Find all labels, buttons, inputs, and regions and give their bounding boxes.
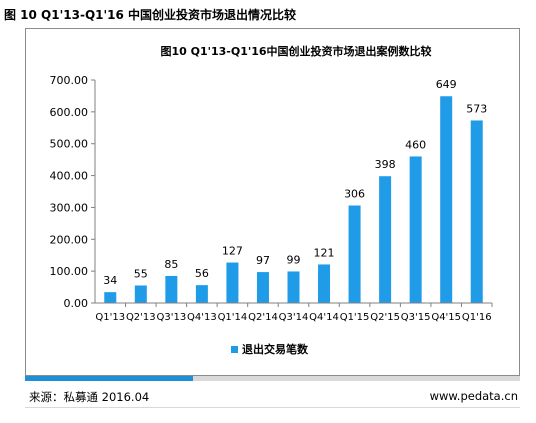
figure-title: 图 10 Q1'13-Q1'16 中国创业投资市场退出情况比较: [4, 8, 297, 22]
x-tick-label: Q1'16: [462, 312, 492, 323]
source-divider: [25, 376, 520, 381]
y-axis: 0.00 100.00 200.00 300.00 400.00 500.00 600.00…: [50, 74, 96, 310]
bar: [226, 262, 239, 303]
y-tick-label: 500.00: [50, 138, 89, 151]
bar: [256, 272, 269, 303]
x-tick-label: Q1'13: [95, 312, 125, 323]
legend: 退出交易笔数: [231, 342, 309, 356]
source-text: 来源：私募通 2016.04: [29, 390, 150, 404]
source-divider-accent: [25, 376, 193, 381]
x-tick-label: Q1'14: [218, 312, 248, 323]
data-label: 97: [256, 254, 270, 267]
bar: [134, 285, 147, 303]
website-link[interactable]: www.pedata.cn: [429, 389, 518, 403]
bar: [440, 96, 453, 303]
y-tick-label: 400.00: [50, 170, 89, 183]
y-tick-label: 100.00: [50, 265, 89, 278]
data-label: 460: [405, 138, 426, 151]
data-label: 573: [466, 102, 487, 115]
y-tick-label: 600.00: [50, 106, 89, 119]
x-tick-label: Q4'13: [187, 312, 217, 323]
data-label: 34: [103, 274, 117, 287]
x-axis: Q1'13 Q2'13 Q3'13 Q4'13 Q1'14 Q2'14 Q3'14 Q4'14…: [95, 302, 493, 323]
data-label: 99: [287, 253, 301, 266]
data-label: 127: [222, 245, 243, 258]
x-tick-label: Q2'13: [126, 312, 156, 323]
legend-swatch: [231, 346, 238, 353]
x-tick-label: Q4'15: [431, 312, 461, 323]
chart-title: 图10 Q1'13-Q1'16中国创业投资市场退出案例数比较: [160, 44, 431, 58]
bar: [318, 264, 331, 303]
data-label: 121: [314, 246, 335, 259]
data-label: 56: [195, 267, 209, 280]
data-label: 85: [164, 258, 178, 271]
bar: [379, 176, 392, 303]
legend-label: 退出交易笔数: [242, 342, 309, 356]
bar: [195, 285, 208, 303]
data-label: 398: [375, 158, 396, 171]
chart-frame: [25, 28, 520, 376]
x-tick-label: Q3'13: [156, 312, 186, 323]
x-tick-label: Q1'15: [340, 312, 370, 323]
bar: [165, 275, 178, 303]
x-tick-label: Q3'14: [279, 312, 309, 323]
data-label: 306: [344, 188, 365, 201]
data-label: 55: [134, 267, 148, 280]
bar: [409, 156, 422, 303]
bar: [287, 271, 300, 303]
y-tick-label: 200.00: [50, 233, 89, 246]
data-label: 649: [436, 78, 457, 91]
y-tick-label: 300.00: [50, 201, 89, 214]
x-tick-label: Q2'14: [248, 312, 278, 323]
y-tick-label: 0.00: [64, 297, 89, 310]
x-tick-label: Q4'14: [309, 312, 339, 323]
bar: [104, 292, 117, 303]
bar: [470, 120, 483, 303]
x-tick-label: Q3'15: [401, 312, 431, 323]
y-tick-label: 700.00: [50, 74, 89, 87]
x-tick-label: Q2'15: [370, 312, 400, 323]
bars: 34 55 85 56 127 97 99 121 306 398 460 649 573: [103, 78, 487, 303]
bottom-divider: [25, 407, 520, 408]
bar: [348, 205, 361, 303]
